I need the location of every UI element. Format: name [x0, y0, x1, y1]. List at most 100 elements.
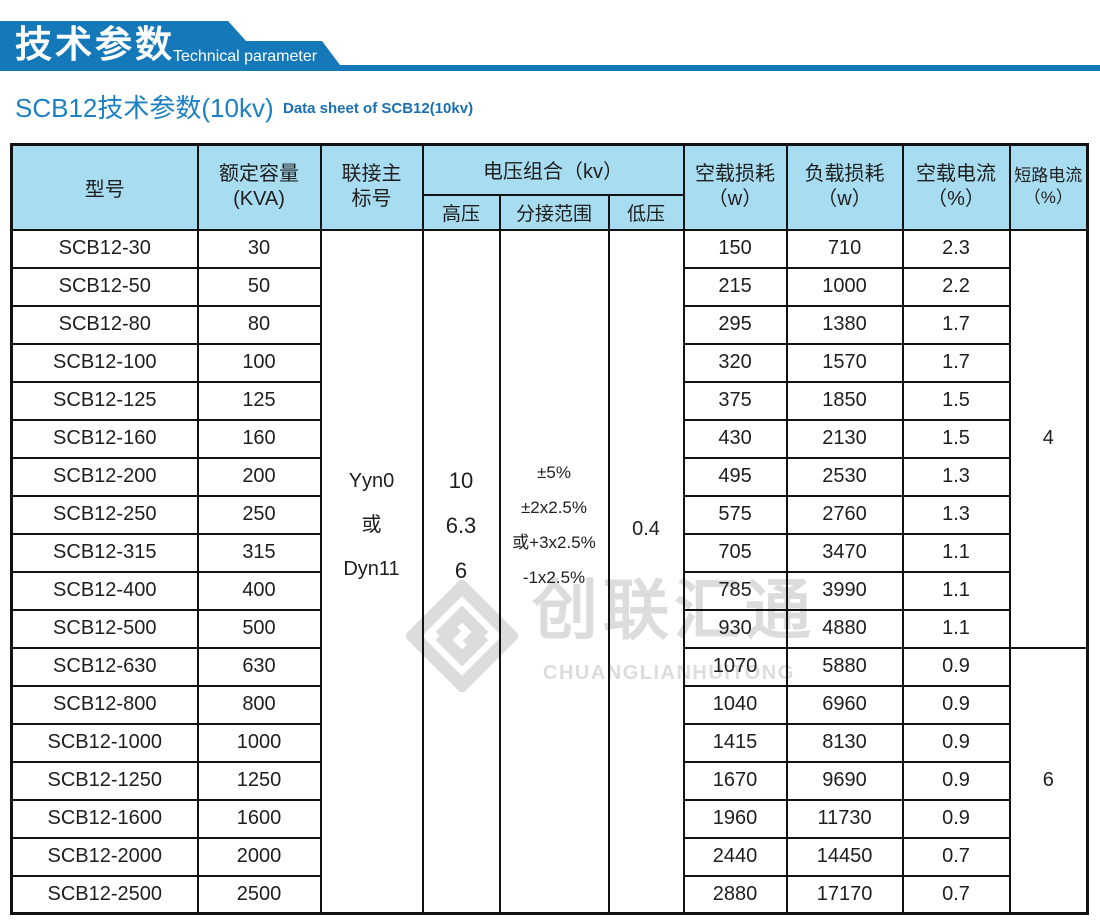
load-loss-cell: 2760	[785, 494, 904, 535]
capacity-cell: 200	[196, 456, 322, 497]
no-load-current-cell: 0.9	[901, 722, 1011, 763]
no-load-current-cell: 0.9	[901, 798, 1011, 839]
model-cell: SCB12-250	[10, 494, 199, 535]
no-load-loss-cell: 1670	[682, 760, 788, 801]
no-load-current-cell: 0.9	[901, 646, 1011, 687]
col-header-no-load-current: 空载电流 （%）	[901, 143, 1011, 231]
hv-voltage-cell-line1: 10	[448, 467, 474, 493]
no-load-current-cell: 2.3	[901, 228, 1011, 269]
col-header-short-circuit: 短路电流 （%）	[1008, 143, 1089, 231]
no-load-loss-cell: 785	[682, 570, 788, 611]
page-title: 技术参数	[15, 24, 175, 65]
col-header-load-loss-line2: （w）	[817, 188, 872, 211]
table-row: SCB12-200 200 495 2530 1.3	[10, 456, 1088, 497]
model-cell: SCB12-630	[10, 646, 199, 687]
capacity-cell: 2000	[196, 836, 322, 877]
load-loss-cell: 3470	[785, 532, 904, 573]
table-row: SCB12-1250 1250 1670 9690 0.9	[10, 760, 1088, 801]
no-load-loss-cell: 320	[682, 342, 788, 383]
table-row: SCB12-630 630 1070 5880 0.9 6	[10, 646, 1089, 915]
capacity-cell: 125	[196, 380, 322, 421]
load-loss-cell: 710	[785, 228, 904, 269]
col-header-no-load-current-line1: 空载电流	[916, 163, 997, 186]
no-load-loss-cell: 930	[682, 608, 788, 649]
section-title-en: Data sheet of SCB12(10kv)	[283, 100, 474, 117]
no-load-loss-cell: 430	[682, 418, 788, 459]
capacity-cell: 2500	[196, 874, 322, 915]
no-load-loss-cell: 1070	[682, 646, 788, 687]
tap-range-cell-line4: -1x2.5%	[522, 568, 586, 588]
header-banner: 技术参数 Technical parameter	[0, 21, 1100, 71]
no-load-loss-cell: 295	[682, 304, 788, 345]
load-loss-cell: 4880	[785, 608, 904, 649]
table-row: SCB12-315 315 705 3470 1.1	[10, 532, 1088, 573]
no-load-loss-cell: 2880	[682, 874, 788, 915]
model-cell: SCB12-30	[10, 228, 199, 269]
no-load-current-cell: 1.1	[901, 608, 1011, 649]
load-loss-cell: 1000	[785, 266, 904, 307]
table-row: SCB12-1000 1000 1415 8130 0.9	[10, 722, 1088, 763]
table-row: SCB12-160 160 430 2130 1.5	[10, 418, 1088, 459]
capacity-cell: 315	[196, 532, 322, 573]
short-circuit-cell: 6	[1008, 646, 1089, 915]
lv-voltage-cell: 0.4	[607, 228, 685, 915]
model-cell: SCB12-50	[10, 266, 199, 307]
no-load-loss-cell: 150	[682, 228, 788, 269]
model-cell: SCB12-1250	[10, 760, 199, 801]
tap-range-cell-line2: ±2x2.5%	[520, 498, 588, 518]
no-load-loss-cell: 575	[682, 494, 788, 535]
col-header-load-loss: 负载损耗 （w）	[785, 143, 904, 231]
hv-voltage-cell-line3: 6	[454, 557, 468, 583]
connection-cell: Yyn0 或 Dyn11	[319, 228, 424, 915]
no-load-current-cell: 0.7	[901, 874, 1011, 915]
col-header-no-load-loss-line2: （w）	[707, 188, 763, 211]
load-loss-cell: 1850	[785, 380, 904, 421]
no-load-current-cell: 1.7	[901, 304, 1011, 345]
no-load-current-cell: 1.1	[901, 570, 1011, 611]
col-header-tap-range: 分接范围	[498, 193, 610, 231]
capacity-cell: 1600	[196, 798, 322, 839]
no-load-current-cell: 1.5	[901, 380, 1011, 421]
capacity-cell: 630	[196, 646, 322, 687]
hv-voltage-cell: 10 6.3 6	[421, 228, 501, 915]
no-load-current-cell: 1.3	[901, 494, 1011, 535]
capacity-cell: 800	[196, 684, 322, 725]
short-circuit-cell: 4	[1008, 228, 1089, 649]
load-loss-cell: 3990	[785, 570, 904, 611]
table-row: SCB12-100 100 320 1570 1.7	[10, 342, 1088, 383]
no-load-loss-cell: 495	[682, 456, 788, 497]
no-load-loss-cell: 215	[682, 266, 788, 307]
col-header-no-load-current-line2: （%）	[927, 188, 985, 211]
table-row: SCB12-50 50 215 1000 2.2	[10, 266, 1088, 307]
model-cell: SCB12-315	[10, 532, 199, 573]
col-header-voltage-group: 电压组合（kv）	[421, 143, 685, 196]
connection-cell-line3: Dyn11	[343, 558, 400, 581]
col-header-no-load-loss: 空载损耗 （w）	[682, 143, 788, 231]
no-load-loss-cell: 705	[682, 532, 788, 573]
capacity-cell: 80	[196, 304, 322, 345]
table-row: SCB12-250 250 575 2760 1.3	[10, 494, 1088, 535]
no-load-loss-cell: 1040	[682, 684, 788, 725]
table-row: SCB12-2500 2500 2880 17170 0.7	[10, 874, 1088, 915]
section-title: SCB12技术参数(10kv)	[15, 93, 274, 123]
no-load-loss-cell: 1960	[682, 798, 788, 839]
connection-cell-line2: 或	[361, 514, 382, 537]
capacity-cell: 160	[196, 418, 322, 459]
table-row: SCB12-800 800 1040 6960 0.9	[10, 684, 1088, 725]
no-load-loss-cell: 375	[682, 380, 788, 421]
model-cell: SCB12-100	[10, 342, 199, 383]
capacity-cell: 500	[196, 608, 322, 649]
capacity-cell: 400	[196, 570, 322, 611]
capacity-cell: 100	[196, 342, 322, 383]
model-cell: SCB12-800	[10, 684, 199, 725]
no-load-loss-cell: 1415	[682, 722, 788, 763]
no-load-current-cell: 1.1	[901, 532, 1011, 573]
col-header-lv: 低压	[607, 193, 685, 231]
table-body: SCB12-30 30 Yyn0 或 Dyn11 10 6.3 6 ±5% ±2x2.5% 或+3x…	[10, 228, 1089, 915]
tap-range-cell-line3: 或+3x2.5%	[512, 533, 596, 553]
load-loss-cell: 9690	[785, 760, 904, 801]
connection-cell-line1: Yyn0	[348, 470, 395, 493]
model-cell: SCB12-500	[10, 608, 199, 649]
load-loss-cell: 6960	[785, 684, 904, 725]
page-title-en: Technical parameter	[173, 48, 318, 65]
